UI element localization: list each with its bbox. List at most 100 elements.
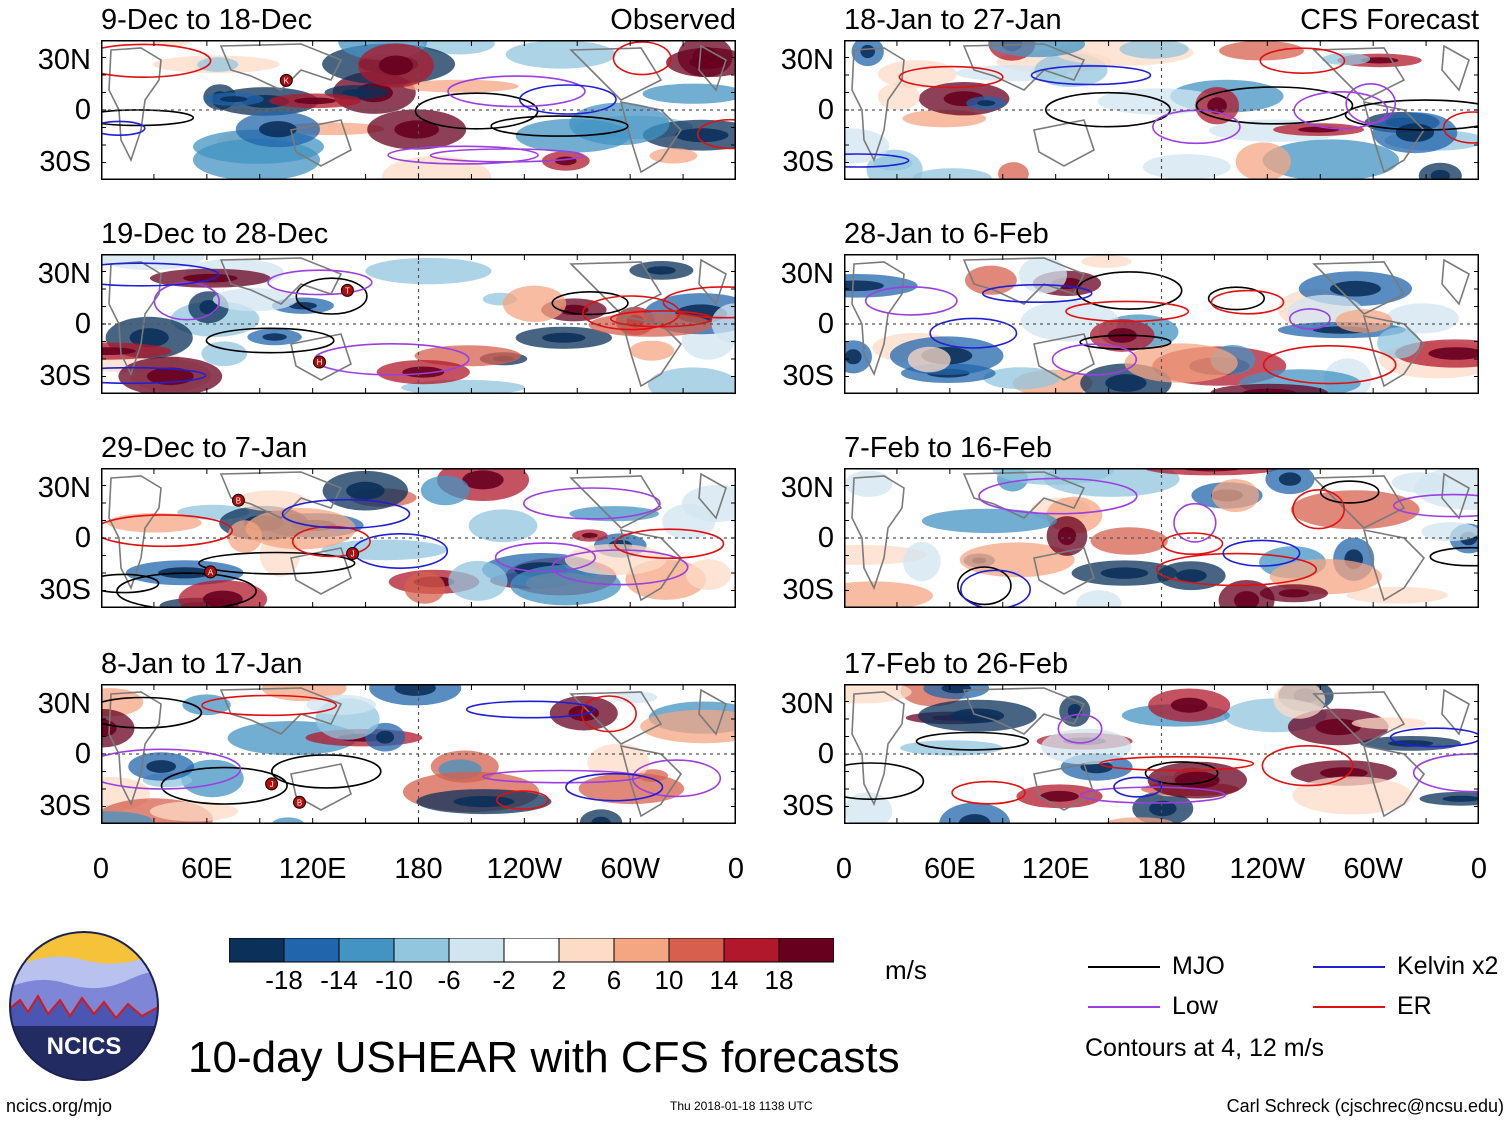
contour-mjo bbox=[915, 731, 1030, 751]
lon-tick-label: 60E bbox=[924, 853, 976, 885]
lon-tick-label: 0 bbox=[1470, 853, 1488, 885]
panel-map bbox=[844, 684, 1479, 824]
lat-tick-label: 30S bbox=[39, 146, 91, 178]
shear-anomaly-blob bbox=[272, 817, 304, 824]
lon-tick-label: 120W bbox=[486, 853, 563, 885]
shear-anomaly-core bbox=[394, 684, 436, 696]
colorbar-swatch bbox=[503, 938, 560, 963]
cyclone-marker-letter: B bbox=[236, 496, 241, 505]
shear-anomaly-blob bbox=[564, 544, 667, 576]
shear-anomaly-core bbox=[376, 730, 395, 744]
cyclone-marker-letter: T bbox=[345, 286, 350, 295]
coastline bbox=[1033, 333, 1095, 381]
shear-anomaly-blob bbox=[420, 475, 470, 506]
shear-anomaly-core bbox=[1278, 589, 1310, 598]
cyclone-marker: J bbox=[265, 777, 279, 791]
shear-anomaly-blob bbox=[959, 542, 1075, 578]
contour-mjo bbox=[1195, 86, 1354, 125]
shear-anomaly-blob bbox=[900, 740, 1003, 756]
logo-text: NCICS bbox=[47, 1033, 122, 1060]
shear-anomaly-core bbox=[183, 273, 238, 283]
coastline bbox=[219, 43, 343, 91]
shear-anomaly-blob bbox=[107, 513, 202, 533]
shear-anomaly-blob bbox=[965, 265, 1017, 295]
shear-anomaly-core bbox=[1174, 771, 1220, 789]
panel-map bbox=[844, 254, 1479, 394]
coastline bbox=[1441, 44, 1470, 92]
shear-anomaly-blob bbox=[1097, 88, 1220, 115]
shear-anomaly-blob bbox=[1290, 490, 1420, 530]
shear-anomaly-blob bbox=[1235, 142, 1291, 180]
shear-anomaly-blob bbox=[101, 342, 172, 360]
coastline bbox=[1441, 472, 1470, 520]
shear-anomaly-blob bbox=[236, 490, 307, 511]
contour-er bbox=[1065, 300, 1190, 323]
footer-timestamp: Thu 2018-01-18 1138 UTC bbox=[670, 1099, 813, 1113]
contour-kelvin-x2 bbox=[929, 317, 1018, 349]
shear-anomaly-core bbox=[1149, 800, 1177, 817]
coastline bbox=[290, 547, 352, 595]
contour-mjo bbox=[551, 290, 629, 316]
cyclone-marker-letter: K bbox=[284, 76, 290, 85]
contour-mjo bbox=[1144, 761, 1219, 786]
shear-anomaly-core bbox=[346, 481, 385, 500]
shear-anomaly-core bbox=[146, 760, 177, 773]
panel-title: 17-Feb to 26-Feb bbox=[844, 648, 1069, 680]
contour-low bbox=[153, 281, 221, 321]
coastline bbox=[219, 257, 343, 305]
chart-title: 10-day USHEAR with CFS forecasts bbox=[188, 1033, 900, 1082]
shear-anomaly-core bbox=[1040, 790, 1079, 802]
coastline bbox=[1312, 47, 1406, 101]
shear-anomaly-blob bbox=[939, 802, 1011, 824]
shear-anomaly-blob bbox=[647, 367, 736, 394]
panel-map: BJ bbox=[101, 684, 736, 824]
shear-anomaly-blob bbox=[877, 82, 920, 111]
colorbar-tick-label: -18 bbox=[265, 965, 303, 995]
shear-anomaly-core bbox=[1428, 347, 1479, 360]
lat-tick-label: 30S bbox=[782, 360, 834, 392]
shear-anomaly-core bbox=[453, 796, 515, 808]
shear-anomaly-blob bbox=[569, 506, 659, 522]
contour-low bbox=[447, 75, 586, 108]
coastline bbox=[698, 688, 727, 736]
coastline bbox=[569, 691, 663, 745]
shear-anomaly-core bbox=[1057, 527, 1077, 545]
shear-anomaly-blob bbox=[1142, 154, 1231, 180]
shear-anomaly-blob bbox=[1104, 817, 1175, 824]
footer-url[interactable]: ncics.org/mjo bbox=[6, 1096, 113, 1116]
shear-anomaly-blob bbox=[998, 162, 1029, 180]
shear-anomaly-core bbox=[844, 349, 862, 365]
legend-label: MJO bbox=[1172, 952, 1225, 980]
lon-tick-label: 120E bbox=[278, 853, 347, 885]
colorbar-swatch bbox=[723, 938, 780, 963]
shear-anomaly-core bbox=[394, 120, 440, 139]
contour-er bbox=[898, 65, 1004, 89]
coastline bbox=[1312, 475, 1406, 529]
panel-map: B A J bbox=[101, 468, 736, 608]
shear-anomaly-core bbox=[1320, 767, 1368, 779]
lat-tick-label: 0 bbox=[74, 738, 91, 770]
shear-anomaly-blob bbox=[403, 79, 519, 93]
shear-anomaly-blob bbox=[711, 303, 736, 344]
panel-map: TH bbox=[101, 254, 736, 394]
contour-er bbox=[696, 118, 736, 150]
shear-anomaly-core bbox=[647, 266, 676, 275]
colorbar-swatch bbox=[229, 938, 285, 963]
contour-mjo bbox=[1429, 546, 1479, 567]
coastline bbox=[1033, 763, 1095, 811]
colorbar-tick-label: -2 bbox=[492, 965, 516, 995]
shear-anomaly-blob bbox=[448, 560, 508, 601]
contour-kelvin-x2 bbox=[1113, 776, 1163, 798]
contour-low bbox=[1288, 308, 1331, 330]
coastline bbox=[569, 47, 663, 101]
coastline bbox=[290, 333, 352, 381]
shear-anomaly-blob bbox=[1076, 590, 1122, 608]
contour-kelvin-x2 bbox=[465, 700, 596, 719]
lat-tick-label: 30N bbox=[780, 258, 834, 290]
shear-anomaly-blob bbox=[1144, 468, 1280, 476]
shear-anomaly-blob bbox=[227, 520, 263, 553]
legend-swatch-line bbox=[1088, 1006, 1160, 1008]
observed-label: Observed bbox=[610, 4, 736, 36]
panel-title: 19-Dec to 28-Dec bbox=[101, 218, 329, 250]
contour-low bbox=[1173, 502, 1217, 543]
